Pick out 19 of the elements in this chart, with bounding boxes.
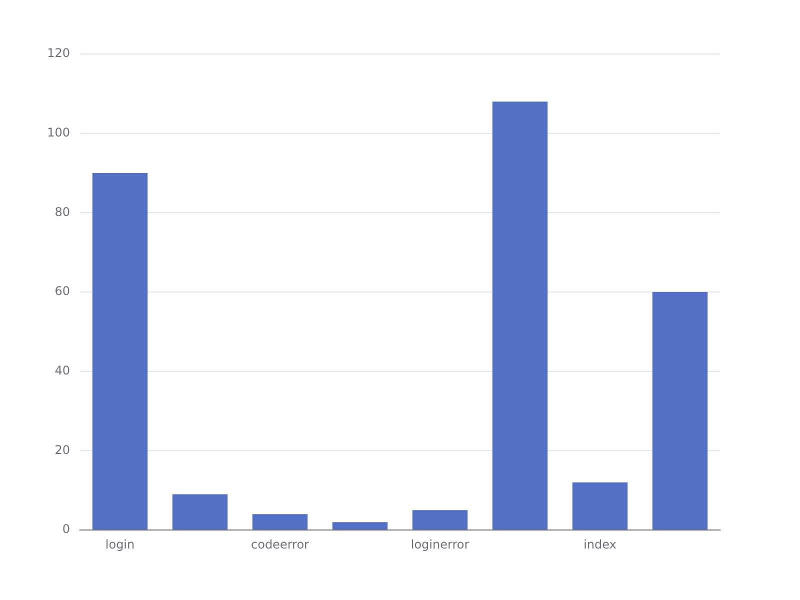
- bar: [652, 292, 708, 530]
- bar: [172, 494, 228, 530]
- y-tick-label: 0: [62, 522, 70, 536]
- bar: [572, 482, 628, 530]
- y-tick-label: 60: [54, 284, 70, 298]
- x-tick-label: login: [105, 537, 135, 552]
- bar: [332, 522, 388, 530]
- y-tick-label: 80: [54, 204, 70, 219]
- bar: [412, 510, 468, 530]
- x-tick-label: codeerror: [251, 537, 310, 552]
- y-tick-label: 100: [47, 125, 70, 140]
- bar: [92, 173, 148, 530]
- x-tick-label: loginerror: [410, 537, 470, 552]
- y-tick-label: 40: [54, 363, 70, 378]
- bar: [492, 102, 548, 530]
- x-tick-label: index: [584, 537, 616, 552]
- bar: [252, 514, 308, 530]
- y-tick-label: 120: [47, 46, 70, 60]
- y-tick-label: 20: [54, 442, 70, 457]
